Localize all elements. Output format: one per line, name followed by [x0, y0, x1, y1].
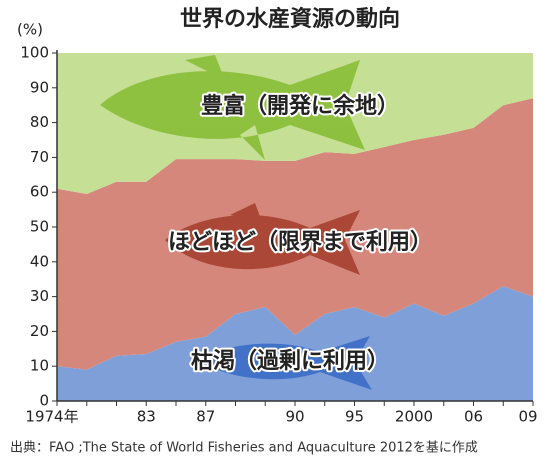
x-tick-label: 1974年 — [25, 408, 78, 426]
x-tick-label: 90 — [285, 408, 304, 426]
y-axis-label: (%) — [17, 21, 43, 39]
y-tick-label: 90 — [30, 78, 49, 96]
y-tick-label: 20 — [30, 322, 49, 340]
series-label: 豊富（開発に余地） — [201, 93, 399, 119]
x-tick-label: 09 — [518, 408, 537, 426]
x-tick-label: 06 — [464, 408, 483, 426]
y-tick-label: 80 — [30, 113, 49, 131]
x-tick-label: 2000 — [395, 408, 433, 426]
chart-title: 世界の水産資源の動向 — [180, 6, 400, 32]
y-tick-label: 10 — [30, 357, 49, 375]
y-tick-label: 60 — [30, 183, 49, 201]
chart: 世界の水産資源の動向 (%) 豊富（開発に余地） ほどほど（限界まで利用） 枯渇… — [0, 0, 560, 461]
x-tick-label: 87 — [196, 408, 215, 426]
x-tick-label: 83 — [137, 408, 156, 426]
source-note: 出典：FAO ;The State of World Fisheries and… — [10, 441, 478, 456]
y-tick-label: 40 — [30, 252, 49, 270]
x-tick-label: 95 — [345, 408, 364, 426]
y-tick-label: 100 — [20, 44, 49, 62]
y-tick-label: 70 — [30, 148, 49, 166]
series-label: ほどほど（限界まで利用） — [168, 230, 432, 255]
y-tick-label: 30 — [30, 287, 49, 305]
y-tick-label: 50 — [30, 218, 49, 236]
series-label: 枯渇（過剰に利用） — [191, 348, 389, 374]
